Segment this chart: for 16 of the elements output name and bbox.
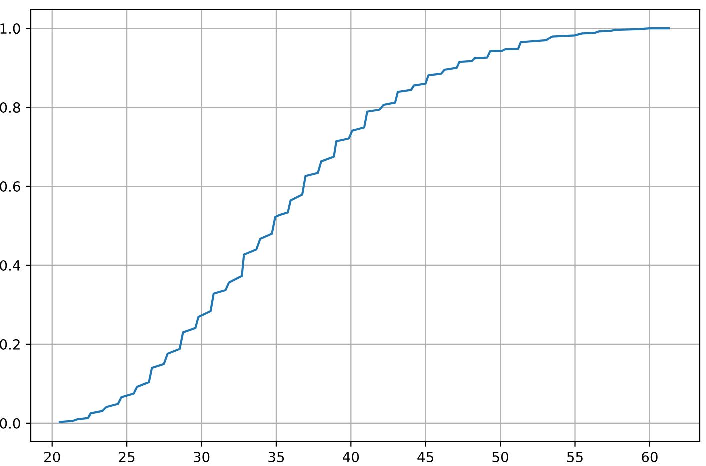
y-tick-label: 1.0 <box>0 24 20 34</box>
x-tick-label: 55 <box>567 452 583 462</box>
x-tick-label: 60 <box>642 452 658 462</box>
y-tick-label: 0.0 <box>0 418 20 429</box>
x-tick-label: 45 <box>418 452 434 462</box>
y-tick-label: 0.4 <box>0 260 20 271</box>
x-tick-label: 50 <box>492 452 508 462</box>
x-tick-label: 25 <box>119 452 135 462</box>
x-tick-label: 35 <box>268 452 284 462</box>
y-tick-label: 0.8 <box>0 102 20 114</box>
x-tick-label: 40 <box>343 452 360 462</box>
y-tick-label: 0.2 <box>0 339 20 350</box>
x-tick-label: 20 <box>44 452 60 462</box>
x-tick-label: 30 <box>194 452 210 462</box>
y-tick-label: 0.6 <box>0 181 20 192</box>
line-series <box>58 28 670 424</box>
